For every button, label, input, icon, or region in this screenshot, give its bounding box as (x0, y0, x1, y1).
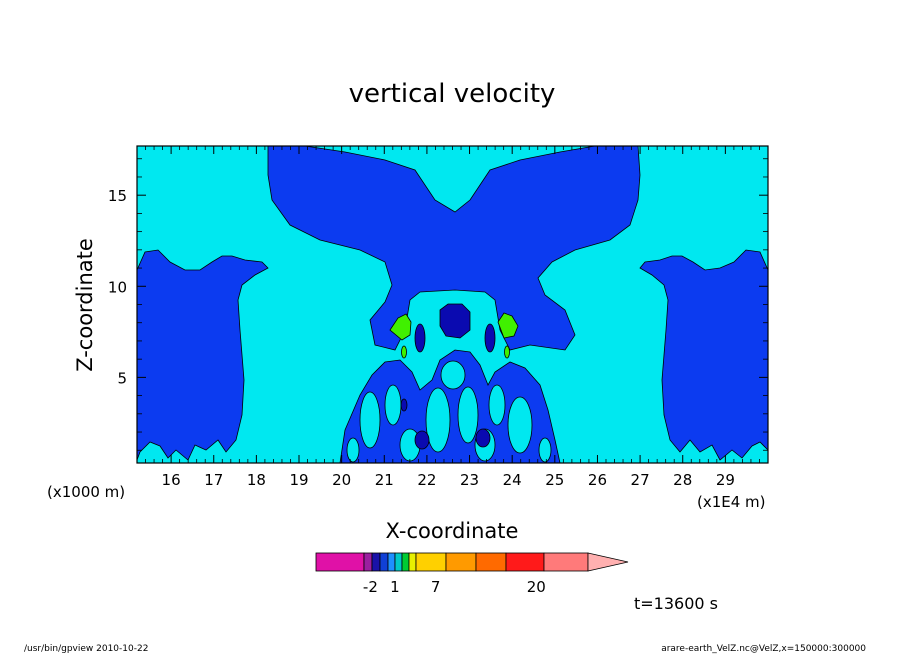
x-tick-label: 25 (545, 471, 564, 489)
x-tick-label: 21 (375, 471, 394, 489)
contour-low-regions (136, 145, 769, 464)
patch (359, 391, 381, 449)
x-tick-label: 26 (588, 471, 607, 489)
x-tick-label: 16 (162, 471, 181, 489)
colorbar-label: 7 (431, 578, 441, 596)
colorbar-label: -2 (363, 578, 378, 596)
x-tick-label: 22 (417, 471, 436, 489)
colorbar-segment (415, 552, 447, 572)
plot-area (136, 145, 769, 464)
x-tick-label: 18 (247, 471, 266, 489)
axis-ticks (136, 146, 768, 463)
chart-title: vertical velocity (349, 79, 556, 109)
contour-high-regions (389, 312, 519, 359)
patch (457, 386, 479, 444)
x-unit-right: (x1E4 m) (697, 493, 766, 511)
time-label: t=13600 s (634, 594, 718, 613)
green-region-left (389, 313, 412, 341)
patch (346, 437, 360, 463)
contour-region-lower (339, 349, 561, 464)
colorbar-segment (394, 552, 403, 572)
x-tick-label: 28 (673, 471, 692, 489)
footer-right: arare-earth_VelZ.nc@VelZ,x=150000:300000 (661, 644, 866, 654)
x-tick-label: 19 (289, 471, 308, 489)
x-tick-label: 29 (716, 471, 735, 489)
green-region-right (497, 312, 519, 339)
colorbar-label: 20 (527, 578, 546, 596)
patch (440, 360, 466, 390)
colorbar-segment (371, 552, 381, 572)
colorbar-segment (363, 552, 373, 572)
colorbar-segment (543, 552, 589, 572)
colorbar-arrow (587, 552, 629, 572)
x-tick-label: 23 (460, 471, 479, 489)
colorbar-segment (475, 552, 507, 572)
colorbar-segment (387, 552, 396, 572)
dark-region (414, 323, 426, 353)
y-axis-label: Z-coordinate (73, 238, 97, 372)
contour-region-right (639, 249, 769, 461)
green-region-small (504, 345, 510, 359)
colorbar-segment (408, 552, 417, 572)
dark-region (484, 323, 496, 353)
contour-lower-regions (400, 303, 496, 450)
colorbar-segment (505, 552, 545, 572)
x-tick-label: 27 (631, 471, 650, 489)
y-tick-label: 10 (108, 278, 127, 296)
y-tick-label: 5 (117, 369, 127, 387)
dark-region-center (439, 303, 471, 339)
x-tick-label: 24 (503, 471, 522, 489)
patch (538, 437, 552, 463)
colorbar-segment (315, 552, 365, 572)
patch (425, 387, 451, 453)
y-tick-label: 15 (108, 187, 127, 205)
colorbar-segment (445, 552, 477, 572)
contour-region-left (136, 249, 269, 461)
patch (488, 384, 506, 426)
colorbar-label: 1 (390, 578, 400, 596)
x-tick-label: 20 (332, 471, 351, 489)
footer-left: /usr/bin/gpview 2010-10-22 (24, 644, 148, 654)
dark-region (475, 428, 491, 448)
dark-region (400, 398, 408, 412)
dark-region (414, 430, 430, 450)
x-unit-left: (x1000 m) (47, 483, 125, 501)
patch (384, 384, 402, 426)
green-region-small (401, 345, 407, 359)
x-tick-label: 17 (204, 471, 223, 489)
colorbar-segment (379, 552, 389, 572)
patch (507, 396, 533, 454)
colorbar-segment (401, 552, 410, 572)
contour-region-center (267, 145, 641, 351)
x-axis-label: X-coordinate (386, 519, 519, 543)
colorbar: -2 1 7 20 (315, 552, 629, 596)
